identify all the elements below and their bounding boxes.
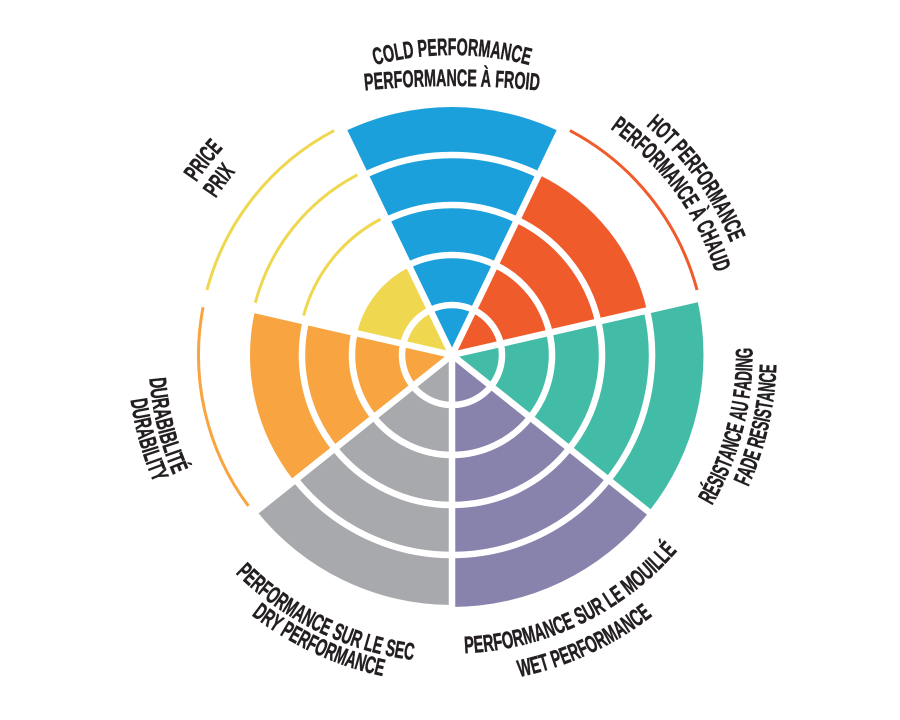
svg-text:P: P [463, 632, 474, 659]
svg-text:E: E [426, 35, 437, 62]
svg-text:U: U [126, 406, 154, 421]
svg-text:O: O [500, 627, 516, 655]
svg-text:R: R [503, 67, 515, 94]
svg-text:R: R [482, 630, 496, 658]
svg-text:A: A [730, 379, 758, 391]
svg-text:D: D [401, 37, 415, 65]
svg-text:O: O [402, 66, 414, 93]
svg-text:O: O [513, 68, 526, 96]
svg-text:À: À [480, 65, 491, 93]
svg-text:F: F [448, 34, 457, 61]
svg-text:C: C [754, 372, 782, 384]
svg-text:N: N [446, 65, 456, 92]
svg-text:G: G [731, 348, 758, 359]
svg-text:W: W [515, 654, 534, 683]
svg-text:E: E [755, 364, 783, 374]
svg-text:N: N [753, 381, 781, 393]
svg-text:R: R [437, 34, 448, 61]
svg-text:C: C [402, 638, 416, 666]
svg-text:O: O [456, 34, 468, 61]
svg-text:R: R [382, 67, 394, 94]
svg-text:F: F [491, 629, 504, 657]
svg-text:I: I [731, 367, 758, 372]
svg-text:D: D [125, 397, 153, 411]
svg-text:F: F [393, 67, 403, 94]
svg-text:M: M [477, 36, 492, 64]
svg-text:P: P [416, 35, 428, 63]
svg-text:E: E [472, 631, 484, 658]
svg-text:U: U [144, 386, 172, 400]
svg-text:A: A [489, 37, 503, 65]
svg-text:I: I [524, 69, 530, 96]
svg-text:N: N [499, 38, 514, 66]
svg-text:R: R [467, 35, 479, 62]
svg-text:N: N [731, 358, 758, 368]
svg-text:I: I [152, 426, 179, 437]
svg-text:D: D [143, 376, 170, 389]
svg-text:E: E [467, 65, 477, 92]
svg-text:R: R [146, 396, 174, 411]
svg-text:I: I [749, 415, 776, 424]
svg-text:E: E [373, 68, 385, 95]
svg-text:D: D [528, 69, 541, 97]
svg-text:R: R [413, 66, 424, 93]
svg-text:C: C [457, 65, 468, 92]
svg-text:M: M [424, 65, 437, 92]
svg-text:D: D [730, 370, 758, 382]
svg-text:A: A [436, 65, 447, 92]
svg-text:A: A [752, 390, 780, 403]
svg-text:P: P [363, 69, 375, 97]
svg-text:F: F [494, 66, 504, 93]
svg-text:F: F [728, 388, 756, 400]
